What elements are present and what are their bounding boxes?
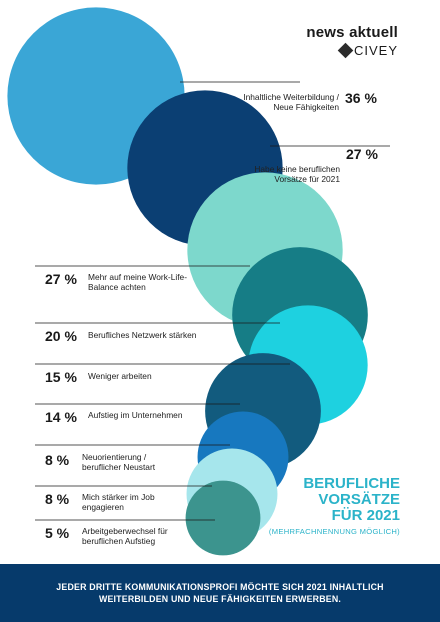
bubble-label-line1: Mich stärker im Job	[82, 492, 155, 502]
value-label-2: 27 %	[346, 146, 378, 162]
bubble-label-4: Berufliches Netzwerk stärken	[88, 330, 196, 340]
footer-banner: JEDER DRITTE KOMMUNIKATIONSPROFI MÖCHTE …	[0, 564, 440, 622]
bubble-label-1: Inhaltliche Weiterbildung / Neue Fähigkei…	[243, 92, 339, 112]
bubble-label-line1: Habe keine beruflichen	[254, 164, 340, 174]
headline: BERUFLICHE VORSÄTZE FÜR 2021 (MEHRFACHNE…	[250, 475, 400, 537]
civey-logo-icon	[337, 42, 354, 59]
partner-logo: CIVEY	[306, 42, 398, 59]
bubble-label-line1: Aufstieg im Unternehmen	[88, 410, 183, 420]
bubble-label-line1: Mehr auf meine Work-Life-	[88, 272, 187, 282]
footer-line2: WEITERBILDEN UND NEUE FÄHIGKEITEN ERWERB…	[98, 594, 342, 604]
bubble-label-line2: engagieren	[82, 502, 124, 512]
footer-line1: JEDER DRITTE KOMMUNIKATIONSPROFI MÖCHTE …	[56, 582, 384, 592]
bubble-label-line1: Neuorientierung /	[82, 452, 147, 462]
value-label-1: 36 %	[345, 90, 377, 106]
brand: news aktuell CIVEY	[306, 24, 398, 59]
bubble-label-line2: beruflichen Aufstieg	[82, 536, 156, 546]
bubble-label-line1: Arbeitgeberwechsel für	[82, 526, 168, 536]
bubble-label-line1: Weniger arbeiten	[88, 371, 152, 381]
value-label-7: 8 %	[45, 452, 70, 468]
bubble-label-line2: Vorsätze für 2021	[274, 174, 340, 184]
headline-line2: VORSÄTZE	[318, 491, 400, 508]
bubble-label-line2: beruflicher Neustart	[82, 462, 156, 472]
headline-line3: FÜR 2021	[331, 507, 400, 524]
bubble-label-5: Weniger arbeiten	[88, 371, 152, 381]
value-label-9: 5 %	[45, 525, 70, 541]
headline-line1: BERUFLICHE	[303, 475, 400, 492]
bubble-label-9: Arbeitgeberwechsel für beruflichen Aufsti…	[82, 526, 168, 546]
bubble-label-6: Aufstieg im Unternehmen	[88, 410, 183, 420]
value-label-5: 15 %	[45, 369, 77, 385]
value-label-8: 8 %	[45, 491, 70, 507]
value-label-6: 14 %	[45, 409, 77, 425]
bubble-label-line1: Berufliches Netzwerk stärken	[88, 330, 197, 340]
bubble-9	[185, 480, 261, 556]
brand-name: news aktuell	[306, 24, 398, 41]
value-label-3: 27 %	[45, 271, 77, 287]
bubble-label-line2: Neue Fähigkeiten	[273, 102, 339, 112]
bubble-label-line2: Balance achten	[88, 282, 146, 292]
partner-name: CIVEY	[353, 43, 398, 58]
bubble-label-7: Neuorientierung / beruflicher Neustart	[82, 452, 155, 472]
value-label-4: 20 %	[45, 328, 77, 344]
bubble-label-2: Habe keine beruflichen Vorsätze für 2021	[254, 164, 340, 184]
headline-note: (MEHRFACHNENNUNG MÖGLICH)	[268, 527, 400, 536]
bubble-label-8: Mich stärker im Job engagieren	[82, 492, 155, 512]
bubble-label-3: Mehr auf meine Work-Life- Balance achten	[88, 272, 187, 292]
bubble-label-line1: Inhaltliche Weiterbildung /	[243, 92, 339, 102]
